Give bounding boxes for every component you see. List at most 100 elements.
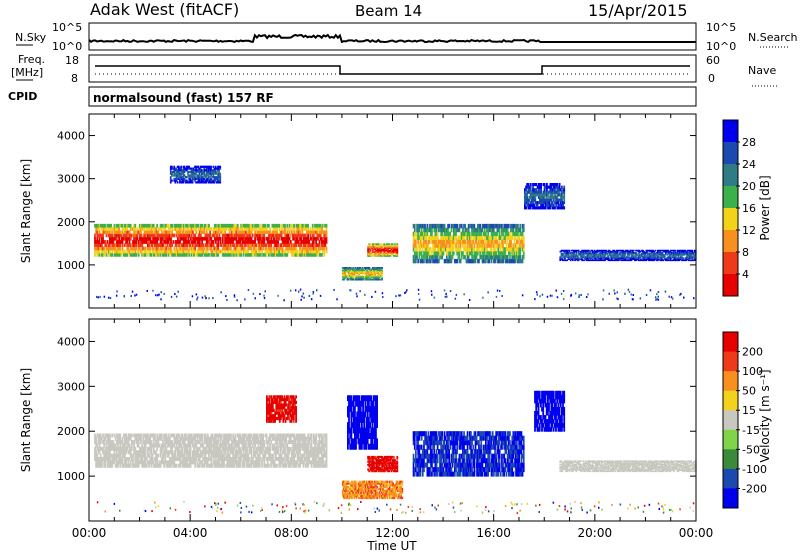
data-cell <box>132 227 134 231</box>
data-cell <box>207 165 210 168</box>
data-cell <box>188 167 190 170</box>
data-cell <box>212 170 215 174</box>
data-cell <box>655 259 658 262</box>
data-cell <box>590 257 593 259</box>
noise-cell <box>654 296 657 299</box>
data-cell <box>133 230 135 235</box>
data-cell <box>112 236 115 241</box>
data-cell <box>395 249 397 252</box>
data-cell <box>369 269 372 272</box>
data-cell <box>689 253 691 255</box>
noise-cell <box>444 295 447 298</box>
data-cell <box>431 251 433 256</box>
data-cell <box>581 252 583 254</box>
data-cell <box>96 249 99 254</box>
data-cell <box>667 256 669 258</box>
data-cell <box>228 253 231 257</box>
data-cell <box>300 223 302 228</box>
y-tick-label: 3000 <box>57 173 85 186</box>
data-cell <box>114 230 117 235</box>
noise-cell <box>152 289 154 292</box>
data-cell <box>557 206 560 210</box>
data-cell <box>183 169 186 172</box>
data-cell <box>607 257 610 259</box>
data-cell <box>384 253 387 256</box>
data-cell <box>417 231 419 237</box>
data-cell <box>529 203 532 207</box>
data-cell <box>624 255 627 257</box>
data-cell <box>179 230 182 235</box>
data-cell <box>501 235 503 240</box>
data-cell <box>94 440 96 445</box>
data-cell <box>457 239 460 244</box>
data-cell <box>550 193 553 197</box>
data-cell <box>629 252 632 254</box>
data-cell <box>441 255 444 260</box>
data-cell <box>615 250 618 253</box>
data-cell <box>112 440 115 445</box>
data-cell <box>361 276 364 278</box>
data-cell <box>655 252 658 254</box>
data-cell <box>620 259 622 262</box>
data-cell <box>575 258 578 260</box>
data-cell <box>651 258 653 260</box>
data-cell <box>368 277 371 280</box>
data-cell <box>201 243 203 247</box>
data-cell <box>498 235 501 240</box>
data-cell <box>596 259 598 262</box>
data-cell <box>657 257 659 259</box>
data-cell <box>532 201 534 205</box>
data-cell <box>215 176 218 179</box>
data-cell <box>183 246 186 251</box>
data-cell <box>142 433 145 438</box>
data-cell <box>134 246 137 251</box>
data-cell <box>112 453 115 458</box>
data-cell <box>141 450 144 455</box>
data-cell <box>613 254 616 256</box>
data-cell <box>109 253 111 257</box>
data-cell <box>384 244 387 247</box>
data-cell <box>143 443 146 448</box>
data-cell <box>645 249 648 252</box>
data-cell <box>371 247 374 249</box>
data-cell <box>143 246 146 251</box>
data-cell <box>581 256 583 258</box>
data-cell <box>240 233 243 238</box>
data-cell <box>366 272 368 274</box>
data-cell <box>142 463 145 468</box>
data-cell <box>213 181 216 184</box>
data-cell <box>428 227 431 233</box>
data-cell <box>270 233 273 238</box>
data-cell <box>181 230 184 235</box>
noise-cell <box>170 295 173 298</box>
data-cell <box>96 463 99 468</box>
data-cell <box>224 253 226 257</box>
data-cell <box>479 235 481 240</box>
data-cell <box>147 230 149 235</box>
data-cell <box>350 276 352 278</box>
noise-cell <box>277 294 279 297</box>
data-cell <box>112 246 115 251</box>
data-cell <box>570 252 573 254</box>
data-cell <box>420 223 423 229</box>
data-cell <box>517 231 519 237</box>
data-cell <box>272 230 275 235</box>
data-cell <box>618 259 620 262</box>
data-cell <box>195 243 198 247</box>
data-cell <box>303 253 306 257</box>
data-cell <box>293 253 296 257</box>
data-cell <box>450 227 453 233</box>
data-cell <box>441 243 444 248</box>
data-cell <box>312 230 315 235</box>
data-cell <box>174 253 177 257</box>
data-cell <box>107 230 110 235</box>
data-cell <box>352 269 355 272</box>
data-cell <box>209 230 211 235</box>
data-cell <box>352 270 355 273</box>
data-cell <box>162 233 164 238</box>
data-cell <box>178 167 180 170</box>
data-cell <box>196 170 199 174</box>
data-cell <box>493 255 495 260</box>
data-cell <box>543 190 546 194</box>
data-cell <box>185 246 187 251</box>
